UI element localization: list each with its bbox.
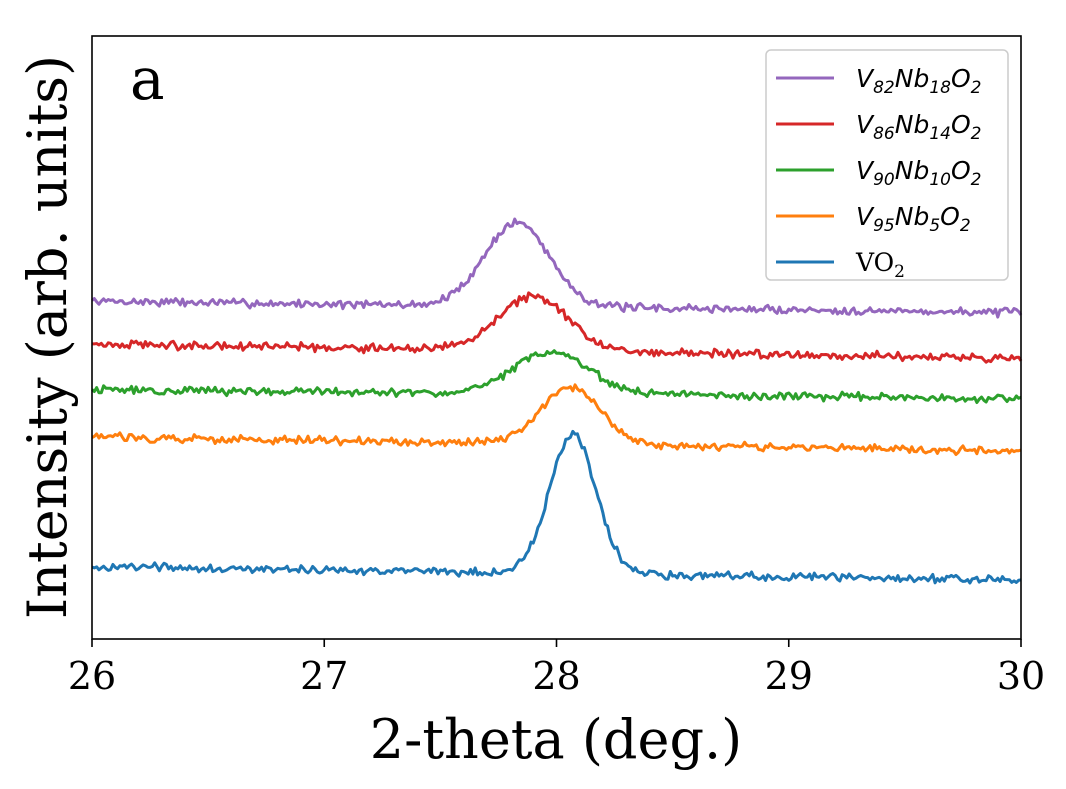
- x-tick-label: 30: [997, 654, 1045, 698]
- series-line-v95nb5o2: [91, 383, 1022, 457]
- x-axis-label: 2-theta (deg.): [370, 708, 743, 771]
- panel-label: a: [130, 45, 165, 113]
- series-layer: [91, 217, 1023, 585]
- legend-label-v86nb14o2: V86Nb14O2: [856, 110, 981, 144]
- legend-label-vo2: VO2: [855, 248, 905, 282]
- x-tick-label: 28: [532, 654, 580, 698]
- series-line-v90nb10o2: [91, 349, 1022, 405]
- series-line-v86nb14o2: [91, 291, 1023, 364]
- legend-label-v82nb18o2: V82Nb18O2: [856, 64, 981, 98]
- series-line-v82nb18o2: [91, 217, 1023, 319]
- x-tick-label: 29: [765, 654, 813, 698]
- legend-frame: [765, 49, 1009, 281]
- x-axis-ticks: 26 27 28 29 30: [68, 639, 1045, 698]
- y-axis-label: Intensity (arb. units): [16, 55, 79, 619]
- legend: V82Nb18O2 V86Nb14O2 V90Nb10O2 V95Nb5O2 VO2: [765, 49, 1009, 282]
- legend-label-v95nb5o2: V95Nb5O2: [856, 202, 971, 236]
- x-tick-label: 27: [300, 654, 348, 698]
- series-line-vo2: [91, 429, 1022, 585]
- x-tick-label: 26: [68, 654, 116, 698]
- legend-label-v90nb10o2: V90Nb10O2: [856, 156, 981, 190]
